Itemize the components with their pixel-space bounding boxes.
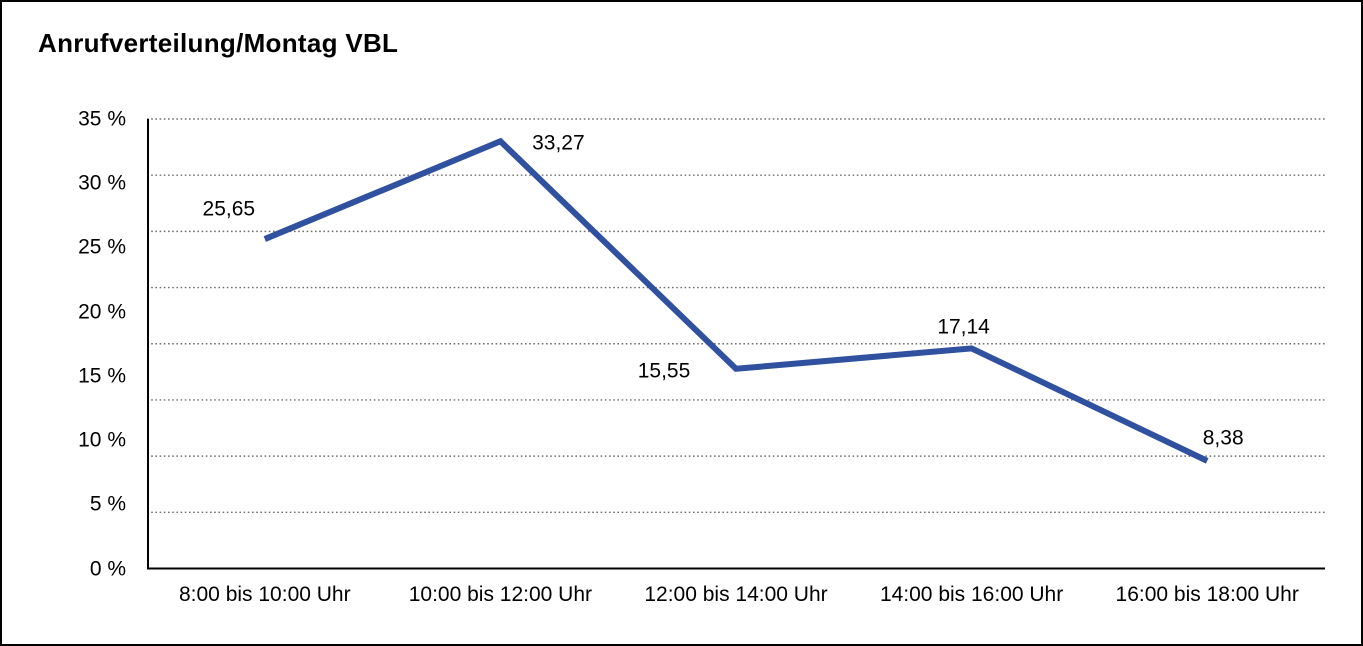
data-label: 8,38: [1202, 426, 1244, 450]
y-tick-label: 20 %: [78, 300, 126, 324]
gridlines: [147, 118, 1325, 514]
x-tick-label: 10:00 bis 12:00 Uhr: [408, 583, 593, 606]
x-tick-label: 8:00 bis 10:00 Uhr: [178, 583, 351, 606]
data-label: 17,14: [937, 315, 990, 339]
axes: [147, 119, 1325, 570]
data-label: 15,55: [637, 359, 691, 383]
y-tick-label: 15 %: [78, 364, 126, 388]
y-tick-label: 25 %: [78, 235, 126, 259]
y-tick-label: 0 %: [89, 557, 126, 580]
y-tick-label: 10 %: [78, 428, 126, 452]
x-tick-label: 12:00 bis 14:00 Uhr: [644, 583, 828, 606]
data-label: 33,27: [532, 131, 585, 155]
y-tick-label: 35 %: [78, 107, 126, 131]
data-label: 25,65: [202, 197, 256, 221]
series-line: [263, 137, 1209, 464]
x-tick-label: 16:00 bis 18:00 Uhr: [1115, 583, 1299, 606]
y-tick-label: 5 %: [89, 492, 126, 516]
y-tick-label: 30 %: [78, 171, 126, 195]
chart-title: Anrufverteilung/Montag VBL: [38, 28, 399, 58]
x-tick-label: 14:00 bis 16:00 Uhr: [879, 583, 1064, 606]
